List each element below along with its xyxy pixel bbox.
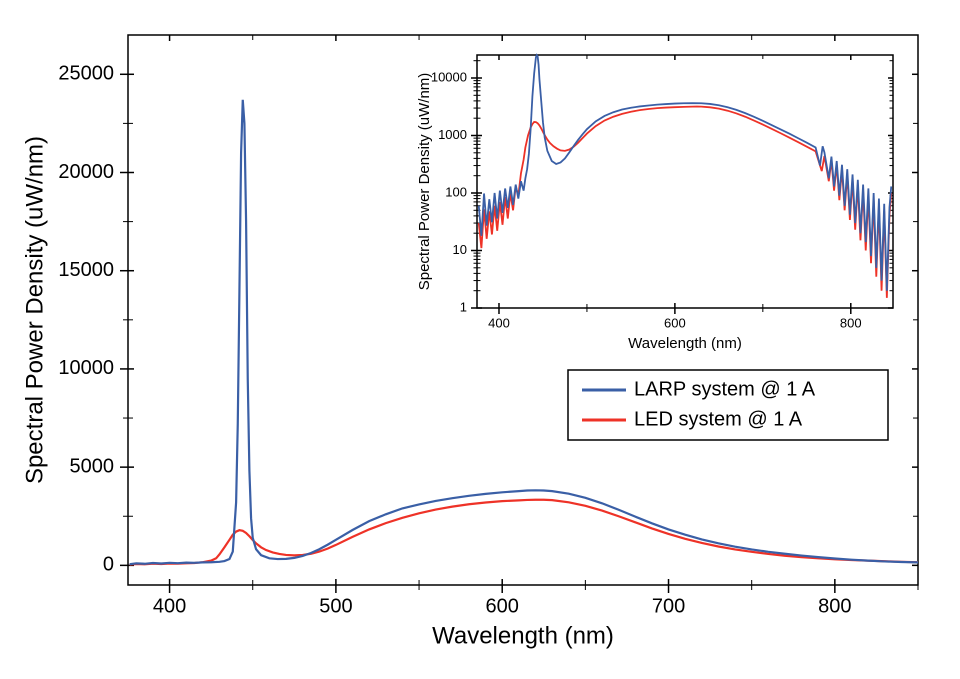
svg-text:LED system @ 1 A: LED system @ 1 A bbox=[634, 408, 803, 430]
svg-text:Spectral Power Density (uW/nm): Spectral Power Density (uW/nm) bbox=[21, 136, 48, 484]
svg-text:600: 600 bbox=[486, 595, 519, 617]
svg-text:LARP system @ 1 A: LARP system @ 1 A bbox=[634, 378, 816, 400]
svg-text:10000: 10000 bbox=[431, 69, 467, 84]
svg-text:600: 600 bbox=[664, 315, 686, 330]
svg-text:800: 800 bbox=[840, 315, 862, 330]
svg-text:400: 400 bbox=[488, 315, 510, 330]
svg-text:1000: 1000 bbox=[438, 127, 467, 142]
svg-text:1: 1 bbox=[460, 299, 467, 314]
svg-text:15000: 15000 bbox=[58, 259, 114, 281]
svg-text:10000: 10000 bbox=[58, 357, 114, 379]
svg-text:0: 0 bbox=[103, 554, 114, 576]
svg-text:Spectral Power Density (uW/nm): Spectral Power Density (uW/nm) bbox=[416, 73, 433, 291]
svg-text:800: 800 bbox=[818, 595, 851, 617]
svg-text:20000: 20000 bbox=[58, 161, 114, 183]
svg-text:700: 700 bbox=[652, 595, 685, 617]
svg-text:10: 10 bbox=[453, 242, 467, 257]
svg-text:Wavelength (nm): Wavelength (nm) bbox=[628, 335, 742, 352]
svg-text:5000: 5000 bbox=[70, 455, 115, 477]
svg-text:100: 100 bbox=[445, 184, 467, 199]
svg-text:500: 500 bbox=[319, 595, 352, 617]
svg-text:Wavelength (nm): Wavelength (nm) bbox=[432, 622, 614, 649]
svg-text:400: 400 bbox=[153, 595, 186, 617]
svg-text:25000: 25000 bbox=[58, 63, 114, 85]
